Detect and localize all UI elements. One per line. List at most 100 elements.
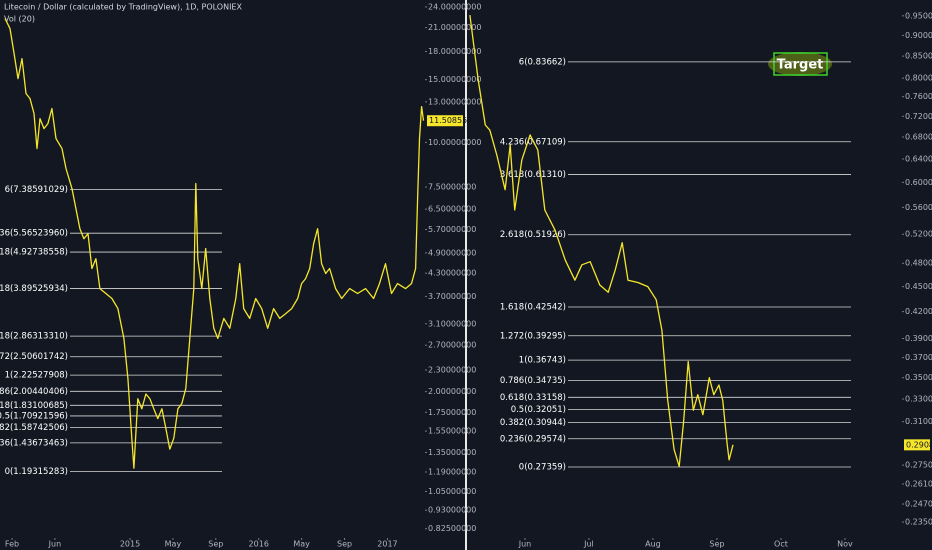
fib-label: 1.618(2.86313310) [0,332,68,342]
fib-label: 0.786(2.00440406) [0,387,68,397]
y-tick-label: 0.23500 [905,518,932,527]
x-tick-label: May [165,540,182,549]
price-tag [904,439,930,451]
target-badge [768,52,832,76]
y-tick-label: 1.35000000 [428,448,476,457]
fib-label: 1(0.36743) [519,356,566,366]
y-tick-label: 2.70000000 [428,341,476,350]
fib-label: 4.236(0.67109) [500,137,566,147]
x-tick-label: Nov [837,540,853,549]
price-tag [427,115,463,127]
y-tick-label: 24.00000000 [428,2,481,11]
y-tick-label: 1.55000000 [428,427,476,436]
y-tick-label: 3.10000000 [428,319,476,328]
y-tick-label: 15.00000000 [428,75,481,84]
fib-label: 3.618(0.61310) [500,170,566,180]
x-tick-label: Jun [518,540,532,549]
fib-label: 0(0.27359) [519,462,566,472]
fib-label: 6(7.38591029) [5,185,68,195]
y-tick-label: 21.00000000 [428,23,481,32]
x-tick-label: Jul [583,540,594,549]
chart-title: Litecoin / Dollar (calculated by Trading… [4,3,242,12]
x-tick-label: 2017 [377,540,397,549]
fib-label: 2.618(0.51926) [500,230,566,240]
x-tick-label: Jun [48,540,62,549]
fib-label: 2.618(3.89525934) [0,284,68,294]
price-line [469,15,734,468]
price-line [4,18,425,469]
price-tag-label: 11.50855992 [429,116,482,125]
x-tick-label: 2016 [249,540,269,549]
fib-label: 1.272(0.39295) [500,331,566,341]
fib-label: 4.236(5.56523960) [0,229,68,239]
y-tick-label: 7.50000000 [428,183,476,192]
x-tick-label: May [293,540,310,549]
y-tick-label: 18.00000000 [428,47,481,56]
x-tick-label: Sep [208,540,223,549]
fib-label: 0.786(0.34735) [500,376,566,386]
fib-label: 0.618(0.33158) [500,393,566,403]
fib-label: 0.5(1.70921596) [0,411,68,421]
x-tick-label: Oct [774,540,788,549]
y-tick-label: 0.35000 [905,373,932,382]
fib-label: 3.618(4.92738558) [0,248,68,258]
y-tick-label: 1.75000000 [428,408,476,417]
y-tick-label: 6.50000000 [428,205,476,214]
fib-label: 0.618(1.83100685) [0,401,68,411]
fib-label: 1(2.22527908) [5,371,68,381]
fib-label: 0.236(0.29574) [500,434,566,444]
x-tick-label: Sep [709,540,724,549]
fib-label: 1.272(2.50601742) [0,352,68,362]
fib-label: 6(0.83662) [519,57,566,67]
y-tick-label: 1.05000000 [428,487,476,496]
panel-divider [465,0,467,550]
y-tick-label: 4.30000000 [428,269,476,278]
y-tick-label: 0.93000000 [428,506,476,515]
y-tick-label: 2.30000000 [428,365,476,374]
y-tick-label: 1.19000000 [428,468,476,477]
x-tick-label: 2015 [120,540,140,549]
y-tick-label: 0.90000 [905,31,932,40]
y-tick-label: 4.90000000 [428,248,476,257]
fib-label: 0(1.19315283) [5,467,68,477]
target-frame [773,52,828,76]
y-tick-label: 5.70000000 [428,225,476,234]
x-tick-label: Aug [645,540,661,549]
price-tag-label: 0.29082 [906,440,932,449]
fib-label: 1.618(0.42542) [500,302,566,312]
fib-label: 0.236(1.43673463) [0,438,68,448]
y-tick-label: 2.00000000 [428,387,476,396]
fib-label: 0.5(0.32051) [511,405,566,415]
fib-label: 0.382(0.30944) [500,418,566,428]
y-tick-label: 0.82500000 [428,524,476,533]
volume-label: Vol (20) [4,15,35,24]
target-label: Target [777,58,824,73]
x-tick-label: Sep [337,540,352,549]
x-tick-label: Feb [5,540,19,549]
y-tick-label: 10.00000000 [428,138,481,147]
y-tick-label: 13.00000000 [428,97,481,106]
fib-label: 0.382(1.58742506) [0,423,68,433]
y-tick-label: 3.70000000 [428,292,476,301]
